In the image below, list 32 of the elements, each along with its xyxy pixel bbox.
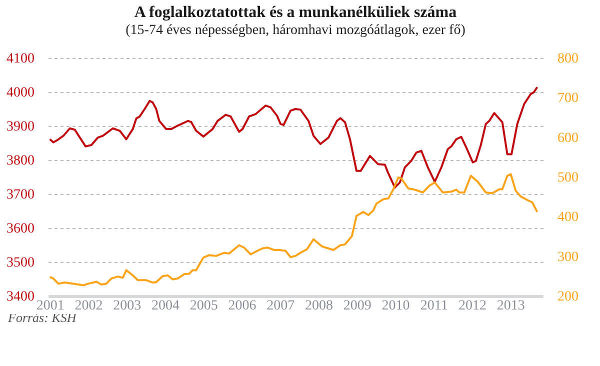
y-tick-label: 3600	[6, 222, 34, 236]
y-tick-label: 3400	[6, 290, 34, 304]
y-tick-label: 3800	[6, 154, 34, 168]
line-series	[48, 86, 538, 189]
x-tick-label: 2008	[305, 298, 334, 314]
x-tick-label: 2006	[228, 298, 256, 314]
x-tick-label: 2007	[266, 298, 295, 314]
chart-title: A foglalkoztatottak és a munkanélküliek száma	[134, 4, 457, 21]
y-tick-label: 3500	[6, 256, 34, 270]
y2-tick-label: 400	[558, 210, 578, 226]
x-tick-label: 2001	[36, 298, 64, 314]
y2-tick-label: 600	[558, 130, 578, 146]
y-tick-label: 3900	[6, 120, 34, 134]
y-tick-label: 4100	[6, 52, 34, 66]
x-tick-label: 2011	[420, 298, 448, 314]
y2-tick-label: 700	[558, 91, 578, 106]
y-tick-label: 3700	[6, 188, 34, 202]
x-tick-label: 2002	[74, 298, 103, 314]
x-tick-label: 2012	[458, 298, 487, 314]
x-tick-label: 2010	[382, 298, 410, 314]
y2-tick-label: 300	[558, 250, 578, 265]
y2-tick-label: 800	[558, 52, 578, 66]
x-tick-label: 2009	[343, 298, 372, 314]
y2-tick-label: 500	[558, 170, 578, 186]
x-tick-label: 2013	[496, 298, 525, 314]
chart-subtitle: (15-74 éves népességben, háromhavi mozgóátlagok, ezer fő)	[126, 23, 466, 38]
x-tick-label: 2005	[190, 298, 218, 314]
line-series	[48, 173, 538, 286]
y-tick-label: 4000	[6, 86, 34, 100]
y2-tick-label: 200	[558, 290, 578, 304]
x-tick-label: 2003	[113, 298, 142, 314]
x-tick-label: 2004	[152, 298, 180, 314]
